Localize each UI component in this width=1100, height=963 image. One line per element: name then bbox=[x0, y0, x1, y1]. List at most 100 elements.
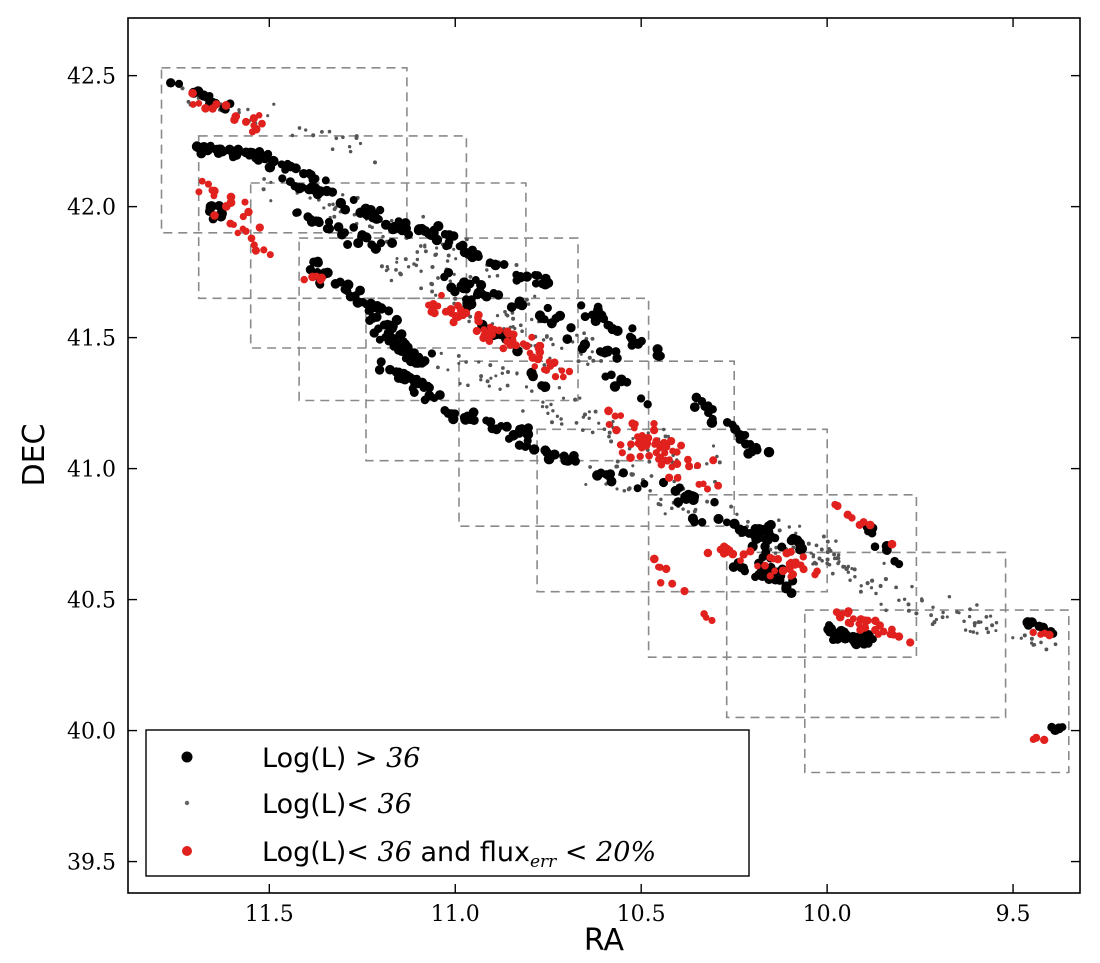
data-point bbox=[661, 449, 669, 457]
data-point bbox=[444, 237, 454, 247]
data-point bbox=[300, 275, 308, 284]
data-point bbox=[464, 360, 468, 364]
data-point bbox=[1044, 647, 1049, 652]
data-point bbox=[828, 548, 833, 553]
data-point bbox=[446, 253, 451, 258]
data-point bbox=[694, 462, 702, 470]
data-point bbox=[497, 421, 506, 430]
data-point bbox=[691, 392, 702, 403]
data-point bbox=[841, 564, 846, 569]
data-point bbox=[984, 615, 989, 619]
x-axis-label: RA bbox=[584, 923, 625, 958]
data-point bbox=[668, 463, 676, 471]
data-point bbox=[499, 260, 509, 269]
data-point bbox=[290, 133, 295, 138]
data-point bbox=[489, 376, 493, 380]
data-point bbox=[576, 359, 581, 364]
data-point bbox=[565, 367, 574, 376]
data-point bbox=[376, 238, 386, 248]
data-point bbox=[626, 453, 635, 463]
data-point bbox=[888, 625, 896, 634]
data-point bbox=[415, 250, 420, 254]
data-point bbox=[506, 340, 515, 349]
field-box bbox=[197, 135, 468, 300]
data-point bbox=[861, 616, 869, 624]
data-point bbox=[521, 271, 532, 282]
data-point bbox=[1045, 630, 1054, 640]
data-point bbox=[566, 323, 576, 333]
data-point bbox=[561, 396, 566, 400]
data-point bbox=[443, 408, 453, 419]
data-point bbox=[452, 247, 456, 251]
data-point bbox=[504, 329, 513, 338]
data-point bbox=[865, 636, 873, 645]
data-point bbox=[646, 431, 650, 435]
data-point bbox=[857, 625, 866, 633]
data-point bbox=[343, 287, 352, 296]
data-point bbox=[244, 207, 253, 217]
data-point bbox=[205, 91, 214, 101]
data-point bbox=[423, 228, 434, 239]
data-point bbox=[385, 321, 395, 332]
data-point bbox=[582, 331, 586, 336]
data-point bbox=[381, 234, 385, 239]
data-point bbox=[578, 396, 582, 400]
data-point bbox=[773, 551, 778, 555]
data-point bbox=[312, 189, 323, 200]
data-point bbox=[419, 269, 423, 273]
data-point bbox=[994, 629, 998, 633]
data-point bbox=[1030, 641, 1034, 645]
data-point bbox=[348, 149, 353, 154]
data-point bbox=[798, 524, 802, 528]
data-point bbox=[418, 244, 423, 248]
data-point bbox=[734, 524, 745, 535]
field-box bbox=[160, 67, 408, 234]
data-point bbox=[526, 367, 537, 379]
legend-label: Log(L)< 36 bbox=[262, 789, 412, 820]
legend-marker bbox=[181, 751, 193, 763]
data-point bbox=[609, 381, 621, 392]
data-point bbox=[546, 411, 550, 415]
data-point bbox=[539, 381, 551, 393]
data-point bbox=[630, 472, 635, 477]
data-point bbox=[293, 208, 302, 217]
data-point bbox=[604, 406, 613, 416]
data-point bbox=[602, 427, 607, 431]
x-tick-label: 11.0 bbox=[431, 902, 480, 927]
data-point bbox=[434, 293, 438, 297]
data-point bbox=[844, 610, 852, 618]
data-point bbox=[837, 560, 841, 564]
data-point bbox=[597, 421, 601, 425]
data-point bbox=[799, 553, 807, 561]
data-point bbox=[781, 581, 792, 592]
data-point bbox=[662, 564, 671, 574]
data-point bbox=[201, 104, 210, 113]
data-point bbox=[389, 278, 394, 283]
data-point bbox=[894, 632, 904, 641]
data-point bbox=[832, 552, 837, 557]
data-point bbox=[174, 79, 184, 88]
data-point bbox=[485, 379, 490, 384]
data-point bbox=[692, 509, 697, 514]
data-point bbox=[453, 296, 458, 301]
data-point bbox=[494, 374, 498, 378]
data-point bbox=[967, 614, 972, 619]
data-point bbox=[685, 462, 694, 471]
data-point bbox=[590, 350, 594, 354]
data-point bbox=[580, 312, 590, 322]
data-point bbox=[647, 459, 652, 464]
data-point bbox=[622, 489, 627, 493]
legend-label: Log(L)< 36 and fluxerr < 20% bbox=[262, 837, 656, 872]
data-point bbox=[832, 608, 841, 616]
data-point bbox=[459, 412, 470, 423]
data-point bbox=[962, 619, 966, 624]
data-point bbox=[233, 144, 244, 155]
data-point bbox=[607, 370, 616, 380]
data-point bbox=[427, 349, 437, 358]
data-point bbox=[444, 230, 455, 241]
data-point bbox=[879, 602, 883, 606]
data-point bbox=[204, 145, 214, 155]
x-tick-label: 10.5 bbox=[617, 902, 666, 927]
data-point bbox=[850, 632, 862, 643]
data-point bbox=[582, 412, 588, 417]
